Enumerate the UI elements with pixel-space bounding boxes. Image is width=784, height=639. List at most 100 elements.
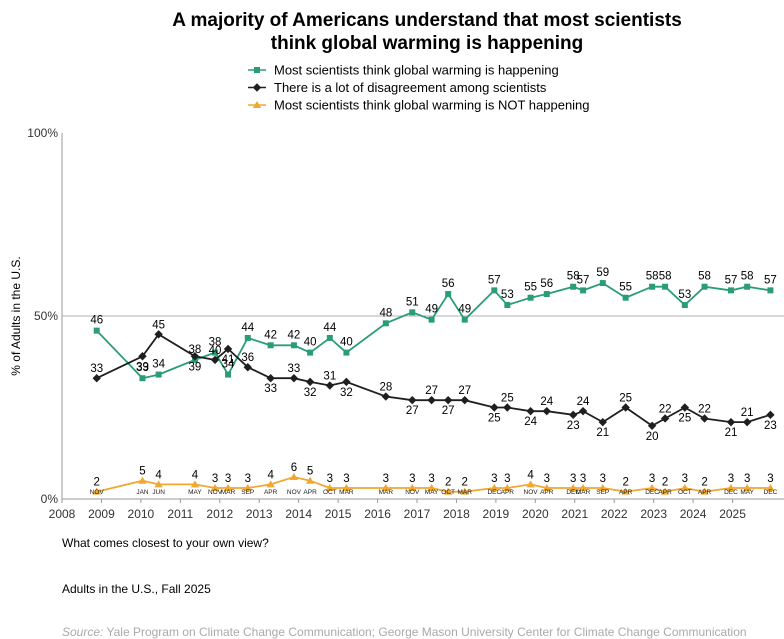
data-point	[767, 287, 774, 294]
series-group	[92, 280, 775, 495]
data-label: 3	[327, 473, 333, 485]
data-label: 3	[767, 473, 773, 485]
y-tick-label: 0%	[41, 492, 59, 506]
survey-wave-label: MAY	[425, 489, 439, 496]
data-label: 25	[619, 393, 632, 405]
data-label: 42	[288, 329, 301, 341]
data-label: 22	[698, 403, 711, 415]
data-label: 57	[725, 274, 738, 286]
data-point	[727, 287, 734, 294]
data-point	[266, 480, 275, 488]
data-point	[700, 487, 709, 495]
survey-wave-label: APR	[303, 489, 317, 496]
y-axis-label: % of Adults in the U.S.	[9, 256, 23, 375]
data-point	[305, 476, 315, 484]
data-label: 39	[136, 361, 149, 373]
data-point	[289, 473, 299, 481]
data-point	[490, 403, 499, 412]
data-label: 25	[488, 413, 501, 425]
data-point	[570, 283, 577, 290]
data-point	[139, 375, 146, 382]
data-label: 2	[94, 477, 100, 489]
data-label: 56	[540, 278, 553, 290]
data-label: 58	[646, 271, 659, 283]
data-label: 3	[343, 473, 349, 485]
data-label: 32	[340, 387, 353, 399]
data-label: 53	[501, 289, 514, 301]
data-point	[325, 484, 335, 492]
data-label: 55	[524, 282, 537, 294]
data-label: 45	[152, 319, 165, 331]
survey-wave-label: OCT	[678, 489, 692, 496]
data-label: 56	[442, 278, 455, 290]
data-point	[647, 484, 657, 492]
x-tick-label: 2012	[206, 507, 233, 521]
data-point	[491, 287, 498, 294]
survey-wave-label: MAY	[740, 489, 754, 496]
x-tick-label: 2017	[404, 507, 431, 521]
data-point	[210, 484, 220, 492]
x-tick-label: 2009	[88, 507, 115, 521]
x-tick-label: 2016	[364, 507, 391, 521]
series-line-2	[96, 476, 771, 493]
data-point	[701, 283, 708, 290]
data-label: 2	[701, 477, 707, 489]
data-label: 5	[139, 466, 145, 478]
data-point	[460, 395, 469, 405]
data-label: 38	[209, 337, 222, 349]
survey-wave-label: APR	[540, 489, 554, 496]
data-point	[647, 421, 657, 430]
data-label: 33	[264, 383, 277, 395]
data-label: 34	[152, 359, 165, 371]
data-label: 3	[409, 473, 415, 485]
data-label: 2	[662, 477, 668, 489]
data-point	[190, 352, 200, 361]
data-label: 31	[323, 371, 336, 383]
survey-wave-label: OCT	[323, 489, 337, 496]
legend-marker-1	[252, 83, 262, 92]
data-point	[223, 484, 233, 492]
legend-marker-0	[254, 67, 260, 73]
data-label: 3	[570, 473, 576, 485]
chart-title-line-2: think global warming is happening	[271, 33, 583, 54]
data-point	[427, 395, 436, 405]
data-label: 5	[307, 466, 313, 478]
survey-wave-label: MAY	[188, 489, 202, 496]
data-label: 44	[241, 322, 254, 334]
data-point	[490, 484, 499, 492]
data-label: 33	[136, 362, 149, 374]
x-tick-label: 2010	[128, 507, 155, 521]
data-point	[212, 349, 219, 356]
data-point	[381, 392, 391, 401]
data-point	[342, 484, 351, 492]
data-label: 3	[225, 473, 231, 485]
data-point	[542, 484, 551, 492]
data-label: 40	[304, 337, 317, 349]
data-label: 3	[383, 473, 389, 485]
survey-wave-label: MAR	[576, 489, 591, 496]
data-point	[92, 374, 101, 383]
data-point	[138, 352, 147, 361]
data-point	[225, 371, 232, 378]
data-label: 25	[501, 393, 514, 405]
x-tick-label: 2020	[522, 507, 549, 521]
data-point	[445, 291, 452, 298]
data-point	[742, 484, 752, 492]
data-point	[504, 302, 511, 309]
data-point	[578, 406, 588, 416]
data-label: 3	[728, 473, 734, 485]
data-label: 3	[504, 473, 510, 485]
data-label: 44	[323, 322, 336, 334]
data-label: 36	[241, 352, 254, 364]
data-point	[598, 417, 607, 427]
data-label: 46	[90, 315, 103, 327]
data-label: 3	[491, 473, 497, 485]
survey-wave-label: MAR	[379, 489, 394, 496]
source-note: Source: Yale Program on Climate Change C…	[62, 625, 747, 639]
data-label: 2	[445, 477, 451, 489]
data-label: 34	[222, 359, 235, 371]
x-tick-label: 2023	[640, 507, 667, 521]
data-label: 3	[600, 473, 606, 485]
survey-population: Adults in the U.S., Fall 2025	[62, 582, 211, 596]
